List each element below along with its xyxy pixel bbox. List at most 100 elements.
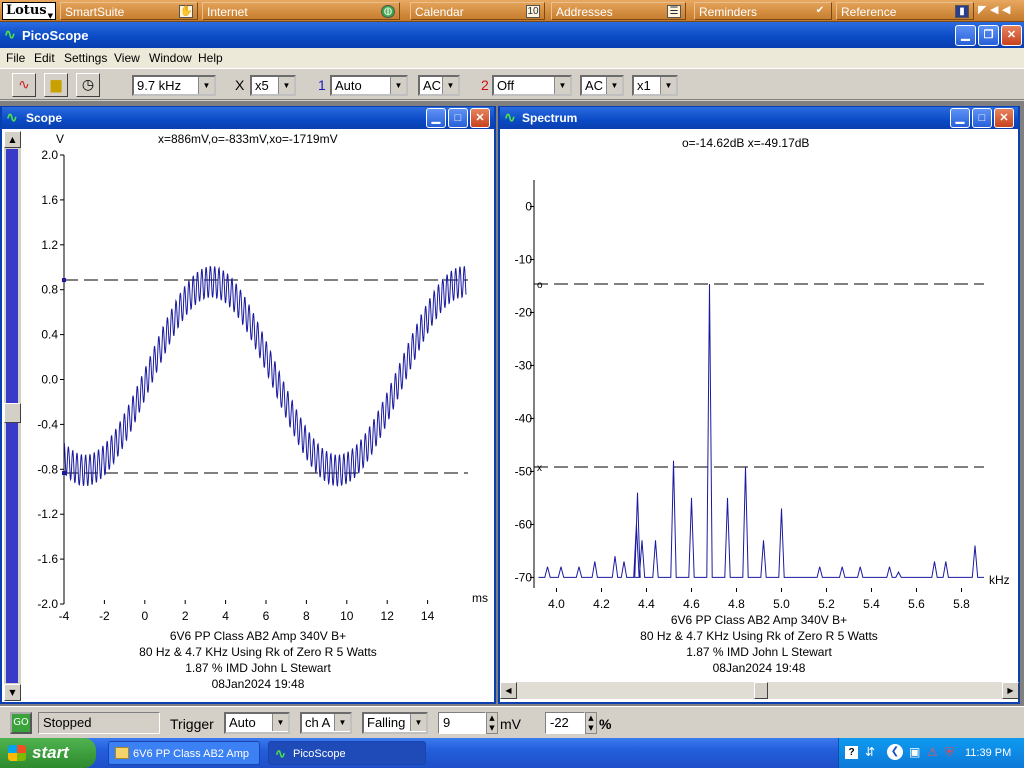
spectrum-x-tick-label: 4.6 — [683, 597, 700, 611]
channel-2-gain-select[interactable]: x1 ▼ — [632, 75, 678, 96]
spectrum-minimize-button[interactable]: ▁ — [950, 108, 970, 128]
menu-edit[interactable]: Edit — [34, 51, 55, 65]
spectrum-trace — [538, 283, 985, 578]
taskbar-item-picoscope[interactable]: ∿ PicoScope — [268, 741, 426, 765]
help-icon[interactable]: ? — [845, 746, 858, 759]
scope-x-tick-label: -2 — [99, 609, 110, 620]
status-bar: GO Stopped Trigger Auto ▼ ch A ▼ Falling ▼ … — [0, 706, 1024, 738]
scope-titlebar[interactable]: ∿ Scope ▁ □ ✕ — [2, 107, 494, 129]
spectrum-caption: 6V6 PP Class AB2 Amp 340V B+ 80 Hz & 4.7… — [500, 612, 1018, 676]
trigger-edge-select[interactable]: Falling ▼ — [362, 712, 428, 734]
restore-button[interactable]: ❐ — [978, 25, 999, 46]
channel-1-coupling-select[interactable]: AC ▼ — [418, 75, 460, 96]
channel-1-range-select[interactable]: Auto ▼ — [330, 75, 408, 96]
multiplier-select[interactable]: x5 ▼ — [250, 75, 296, 96]
calendar-icon: 10 — [526, 5, 540, 18]
lotus-item-reminders[interactable]: Reminders ✔ — [694, 2, 832, 20]
monitor-icon[interactable]: ▣ — [909, 745, 921, 759]
lotus-item-reference[interactable]: Reference ▮ — [836, 2, 974, 20]
trigger-mode-select[interactable]: Auto ▼ — [224, 712, 290, 734]
menu-bar: File Edit Settings View Window Help — [0, 48, 1024, 68]
spectrum-x-tick-label: 4.0 — [548, 597, 565, 611]
scroll-down-icon[interactable]: ▼ — [4, 684, 21, 701]
main-window-titlebar[interactable]: ∿ PicoScope ▁ ❐ ✕ — [0, 22, 1024, 48]
spectrum-close-button[interactable]: ✕ — [994, 108, 1014, 128]
trigger-level-spinner[interactable]: ▲ ▼ — [486, 712, 498, 734]
go-button[interactable]: GO — [10, 712, 32, 734]
spectrum-caption-line: 08Jan2024 19:48 — [712, 661, 806, 675]
scope-y-tick-label: 1.6 — [41, 193, 58, 207]
spectrum-y-tick-label: -40 — [515, 411, 533, 425]
lotus-item-calendar[interactable]: Calendar 10 — [410, 2, 545, 20]
lotus-logo[interactable]: Lotus ▼ — [2, 2, 56, 20]
scope-y-axis-label: V — [56, 132, 64, 146]
scope-window — [0, 106, 496, 704]
chevron-down-icon: ▼ — [606, 77, 622, 94]
scope-x-tick-label: -4 — [59, 609, 70, 620]
chevron-down-icon: ▼ — [278, 77, 294, 94]
menu-view[interactable]: View — [114, 51, 140, 65]
security-alert-icon[interactable]: ⚠ — [927, 745, 938, 759]
pretrigger-input[interactable]: -22 — [545, 712, 585, 734]
menu-help[interactable]: Help — [198, 51, 223, 65]
dropdown-arrow-icon: ▼ — [47, 11, 53, 20]
scope-mode-icon[interactable]: ∿ — [12, 73, 36, 97]
scope-y-tick-label: 1.2 — [41, 238, 58, 252]
spectrum-titlebar[interactable]: ∿ Spectrum ▁ □ ✕ — [500, 107, 1018, 129]
lotus-item-internet[interactable]: Internet ◍ — [202, 2, 400, 20]
scope-vertical-scrollbar[interactable]: ▲ ▼ — [4, 131, 21, 701]
spectrum-scrollbar-thumb[interactable] — [754, 682, 768, 699]
trigger-label: Trigger — [170, 716, 214, 732]
start-button[interactable]: start — [0, 738, 96, 768]
scope-minimize-button[interactable]: ▁ — [426, 108, 446, 128]
trigger-channel-select[interactable]: ch A ▼ — [300, 712, 352, 734]
minimize-button[interactable]: ▁ — [955, 25, 976, 46]
scope-x-tick-label: 2 — [182, 609, 189, 620]
channel-2-coupling-select[interactable]: AC ▼ — [580, 75, 624, 96]
channel-2-range-select[interactable]: Off ▼ — [492, 75, 572, 96]
pretrigger-spinner[interactable]: ▲ ▼ — [585, 712, 597, 734]
scroll-up-icon[interactable]: ▲ — [4, 131, 21, 148]
menu-file[interactable]: File — [6, 51, 26, 65]
spectrum-y-tick-label: -60 — [515, 517, 533, 531]
menu-settings[interactable]: Settings — [64, 51, 108, 65]
checkmark-icon: ✔ — [815, 5, 825, 16]
network-icon[interactable]: ⇵ — [865, 745, 876, 759]
spectrum-mode-icon[interactable]: ▆ — [44, 73, 68, 97]
scope-scrollbar-thumb[interactable] — [4, 403, 21, 423]
scope-y-tick-label: 0.0 — [41, 373, 58, 387]
timebase-select[interactable]: 9.7 kHz ▼ — [132, 75, 216, 96]
scroll-left-icon[interactable]: ◀ — [500, 682, 517, 699]
shield-icon[interactable]: ⛨ — [945, 745, 955, 759]
spectrum-horizontal-scrollbar[interactable]: ◀ ▶ — [500, 682, 1019, 699]
book-icon: ▮ — [955, 5, 969, 18]
close-button[interactable]: ✕ — [1001, 25, 1022, 46]
scroll-right-icon[interactable]: ▶ — [1002, 682, 1019, 699]
meter-mode-icon[interactable]: ◷ — [76, 73, 100, 97]
folder-icon — [115, 747, 129, 759]
picoscope-app-icon: ∿ — [6, 109, 18, 125]
window-title: PicoScope — [22, 28, 89, 43]
spectrum-x-tick-label: 4.2 — [593, 597, 610, 611]
lotus-item-smartsuite[interactable]: SmartSuite ✋ — [60, 2, 198, 20]
lotus-item-addresses[interactable]: Addresses ☰ — [551, 2, 686, 20]
scope-chart[interactable]: V2.01.61.20.80.40.0-0.4-0.8-1.2-1.6-2.0-… — [22, 130, 494, 620]
pretrigger-unit: % — [599, 716, 612, 732]
spectrum-maximize-button[interactable]: □ — [972, 108, 992, 128]
taskbar-item-folder[interactable]: 6V6 PP Class AB2 Amp — [108, 741, 260, 765]
trigger-level-input[interactable]: 9 — [438, 712, 486, 734]
lotus-bar-nav-arrows[interactable]: ◤ ◀ ◀ — [978, 3, 1011, 16]
scope-maximize-button[interactable]: □ — [448, 108, 468, 128]
spectrum-x-tick-label: 4.8 — [728, 597, 745, 611]
spectrum-y-tick-label: -50 — [515, 464, 533, 478]
menu-window[interactable]: Window — [149, 51, 192, 65]
spectrum-x-tick-label: 5.2 — [818, 597, 835, 611]
channel-1-label: 1 — [318, 77, 326, 93]
chevron-down-icon: ▼ — [442, 77, 458, 94]
scope-close-button[interactable]: ✕ — [470, 108, 490, 128]
scope-caption-line: 08Jan2024 19:48 — [211, 677, 305, 691]
spectrum-chart[interactable]: 0 -10 -20 -30 -40 -50 -60 -70 4.0 4.2 4.4 4.6 4.8 5.0… — [500, 150, 1018, 616]
tray-expand-icon[interactable]: ❮ — [887, 744, 903, 760]
chevron-down-icon: ▼ — [554, 77, 570, 94]
suite-icon: ✋ — [179, 5, 193, 18]
